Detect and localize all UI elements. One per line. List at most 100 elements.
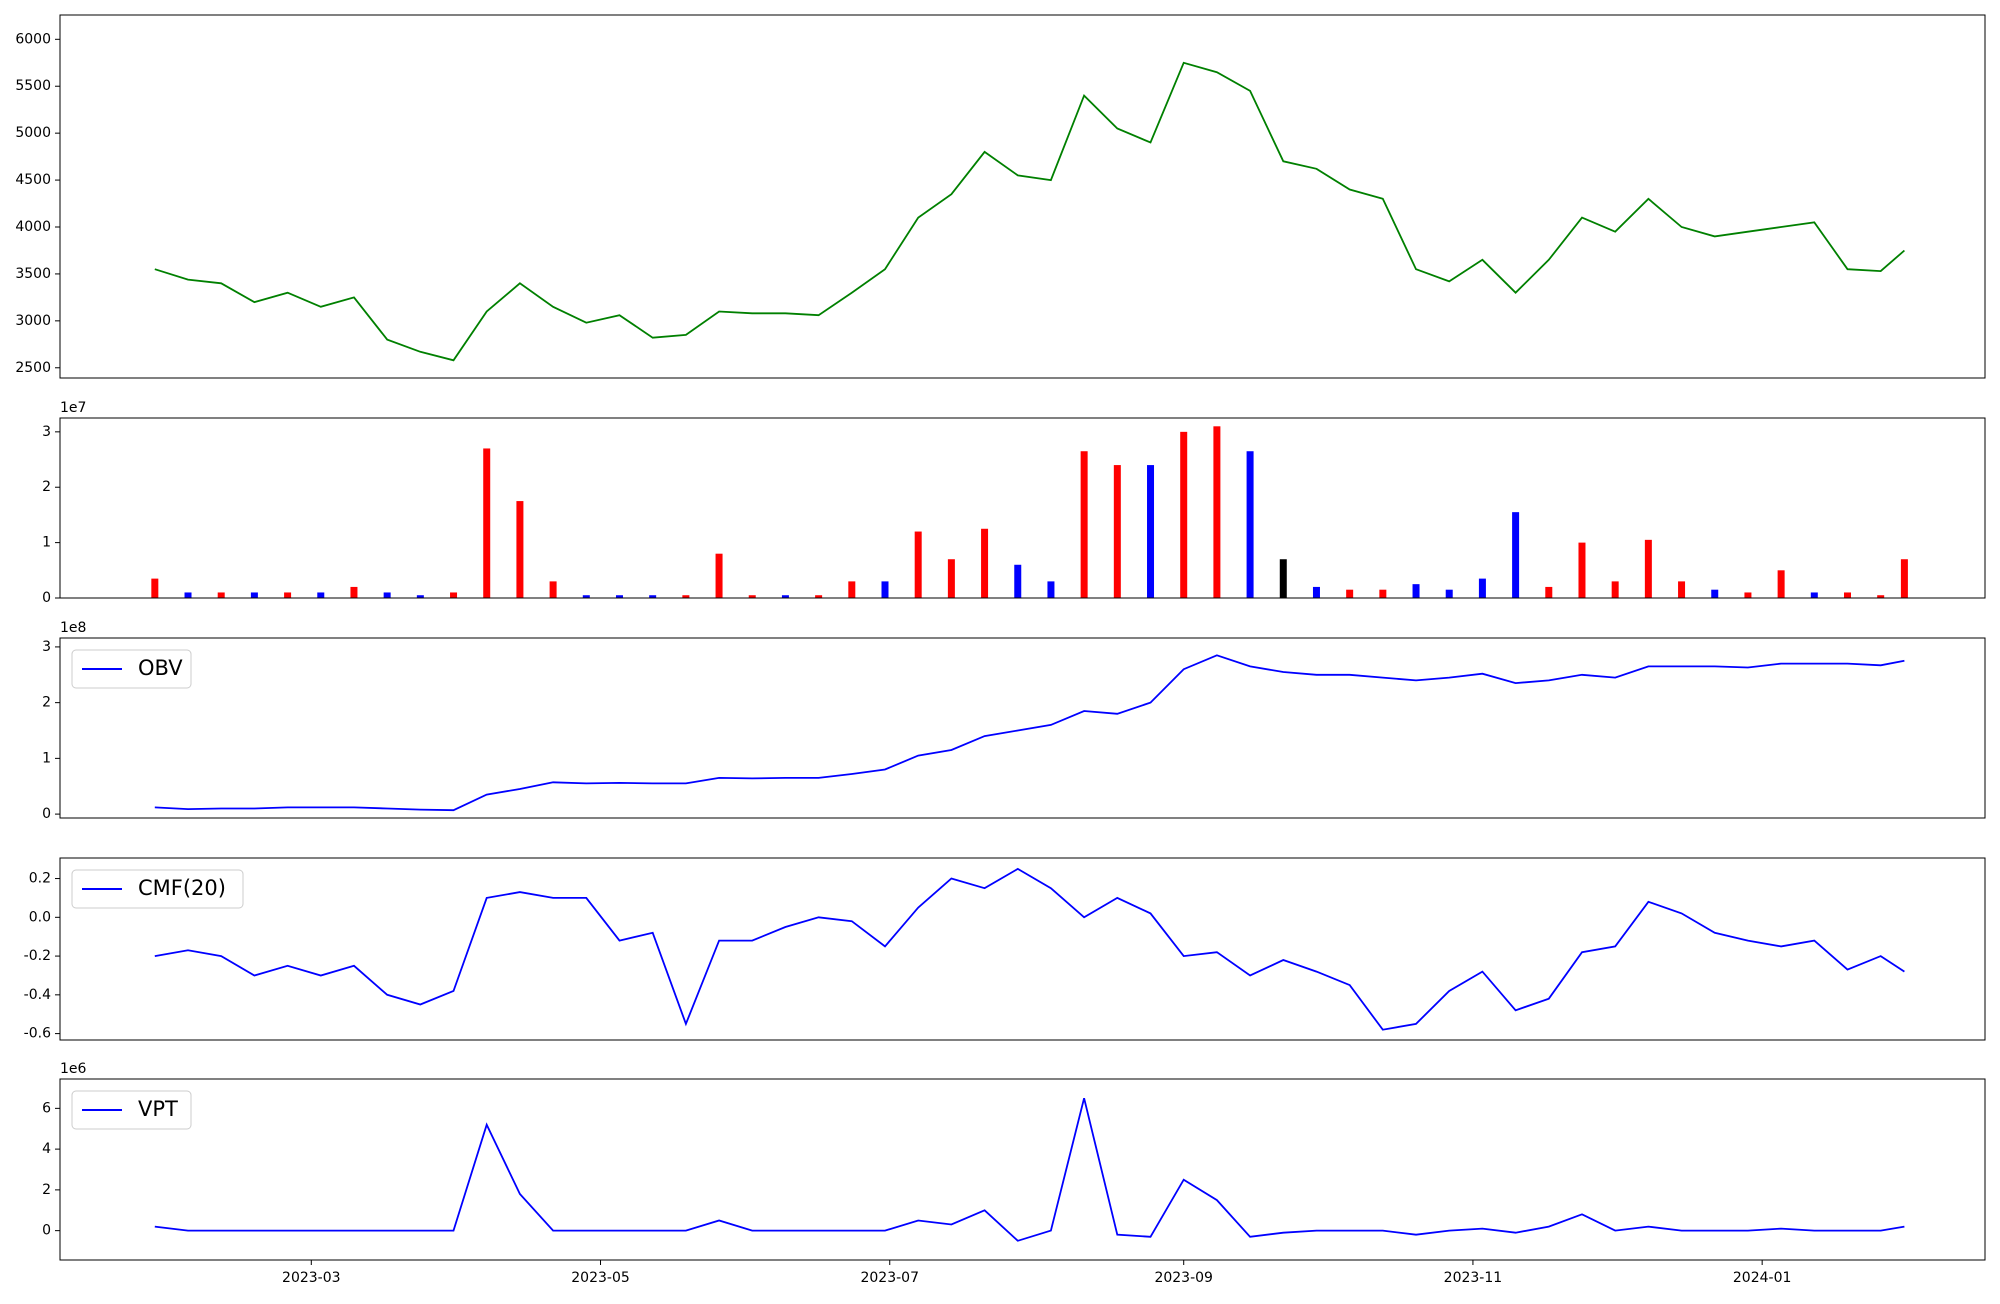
plot-frame	[59, 14, 1986, 379]
bar	[1678, 581, 1686, 598]
bar	[1545, 586, 1553, 598]
bar	[682, 595, 690, 598]
bar	[1346, 589, 1354, 598]
x-tick-label: 2024-01	[1733, 1270, 1792, 1286]
bar	[516, 501, 524, 598]
y-tick-label: 0.2	[29, 871, 51, 887]
bar	[483, 448, 491, 598]
y-tick-label: 0	[42, 806, 51, 822]
legend-label: OBV	[138, 656, 183, 680]
bar	[582, 595, 590, 598]
y-tick-label: 4	[42, 1141, 51, 1157]
legend-box	[71, 869, 244, 909]
bar	[284, 592, 292, 598]
x-tick-label: 2023-05	[571, 1270, 630, 1286]
line	[154, 1097, 1905, 1242]
bar	[815, 595, 823, 598]
bar	[1445, 589, 1453, 598]
plot-frame	[59, 417, 1986, 599]
y-tick-label: 3	[42, 639, 51, 655]
y-tick-label: 5000	[15, 125, 51, 141]
y-tick-label: -0.4	[24, 987, 51, 1003]
bar	[1711, 589, 1719, 598]
bar	[1047, 581, 1055, 598]
y-tick-label: 2	[42, 695, 51, 711]
bar	[981, 528, 989, 598]
bar	[1014, 564, 1022, 598]
bar	[416, 595, 424, 598]
bar	[1312, 586, 1320, 598]
x-tick-label: 2023-07	[860, 1270, 919, 1286]
bar	[748, 595, 756, 598]
bar	[450, 592, 458, 598]
bar	[649, 595, 657, 598]
bar	[151, 578, 159, 598]
legend-box	[71, 1090, 192, 1130]
bar	[317, 592, 325, 598]
bar	[350, 586, 358, 598]
bar	[184, 592, 192, 598]
bar	[1279, 559, 1287, 598]
line	[154, 867, 1905, 1031]
y-tick-label: 0.0	[29, 909, 51, 925]
y-tick-label: 1	[42, 535, 51, 551]
y-tick-label: 6	[42, 1100, 51, 1116]
y-tick-label: 5500	[15, 78, 51, 94]
axis-offset-label: 1e7	[60, 400, 86, 416]
bar	[1644, 539, 1652, 598]
bar	[1379, 589, 1387, 598]
y-tick-label: -0.6	[24, 1026, 51, 1042]
y-tick-label: 4500	[15, 172, 51, 188]
bar	[549, 581, 557, 598]
bar	[615, 595, 623, 598]
bar	[947, 559, 955, 598]
plot-frame	[59, 637, 1986, 819]
bar	[1512, 512, 1520, 598]
bar	[1810, 592, 1818, 598]
bar	[1213, 426, 1221, 598]
x-tick-label: 2023-09	[1154, 1270, 1213, 1286]
bar	[1877, 595, 1885, 598]
y-tick-label: -0.2	[24, 948, 51, 964]
bar	[1080, 451, 1088, 598]
legend-box	[71, 649, 192, 689]
y-tick-label: 0	[42, 590, 51, 606]
bar	[1246, 451, 1254, 598]
bar	[383, 592, 391, 598]
bar	[1900, 559, 1908, 598]
plot-frame	[59, 1078, 1986, 1261]
plot-frame	[59, 857, 1986, 1041]
bar	[881, 581, 889, 598]
legend-label: CMF(20)	[138, 876, 226, 900]
bar	[1412, 584, 1420, 598]
legend-label: VPT	[138, 1097, 178, 1121]
axis-offset-label: 1e6	[60, 1061, 87, 1077]
bar	[1777, 570, 1785, 598]
bar	[1844, 592, 1851, 598]
bar	[1180, 431, 1188, 598]
y-tick-label: 4000	[15, 219, 51, 235]
bar	[1113, 465, 1121, 598]
line	[154, 654, 1905, 812]
y-tick-label: 2	[42, 479, 51, 495]
y-tick-label: 2	[42, 1182, 51, 1198]
bar	[914, 531, 922, 598]
y-tick-label: 6000	[15, 31, 51, 47]
x-tick-label: 2023-11	[1444, 1270, 1503, 1286]
bar	[250, 592, 258, 598]
y-tick-label: 3500	[15, 266, 51, 282]
bar	[1611, 581, 1619, 598]
bar	[1578, 542, 1586, 598]
bar	[715, 553, 723, 598]
line	[154, 61, 1905, 362]
axis-offset-label: 1e8	[60, 620, 86, 636]
y-tick-label: 1	[42, 750, 51, 766]
y-tick-label: 2500	[15, 360, 51, 376]
bar	[781, 595, 789, 598]
y-tick-label: 0	[42, 1223, 51, 1239]
y-tick-label: 3000	[15, 313, 51, 329]
y-tick-label: 3	[42, 424, 51, 440]
bar	[1147, 465, 1155, 598]
bar	[848, 581, 856, 598]
